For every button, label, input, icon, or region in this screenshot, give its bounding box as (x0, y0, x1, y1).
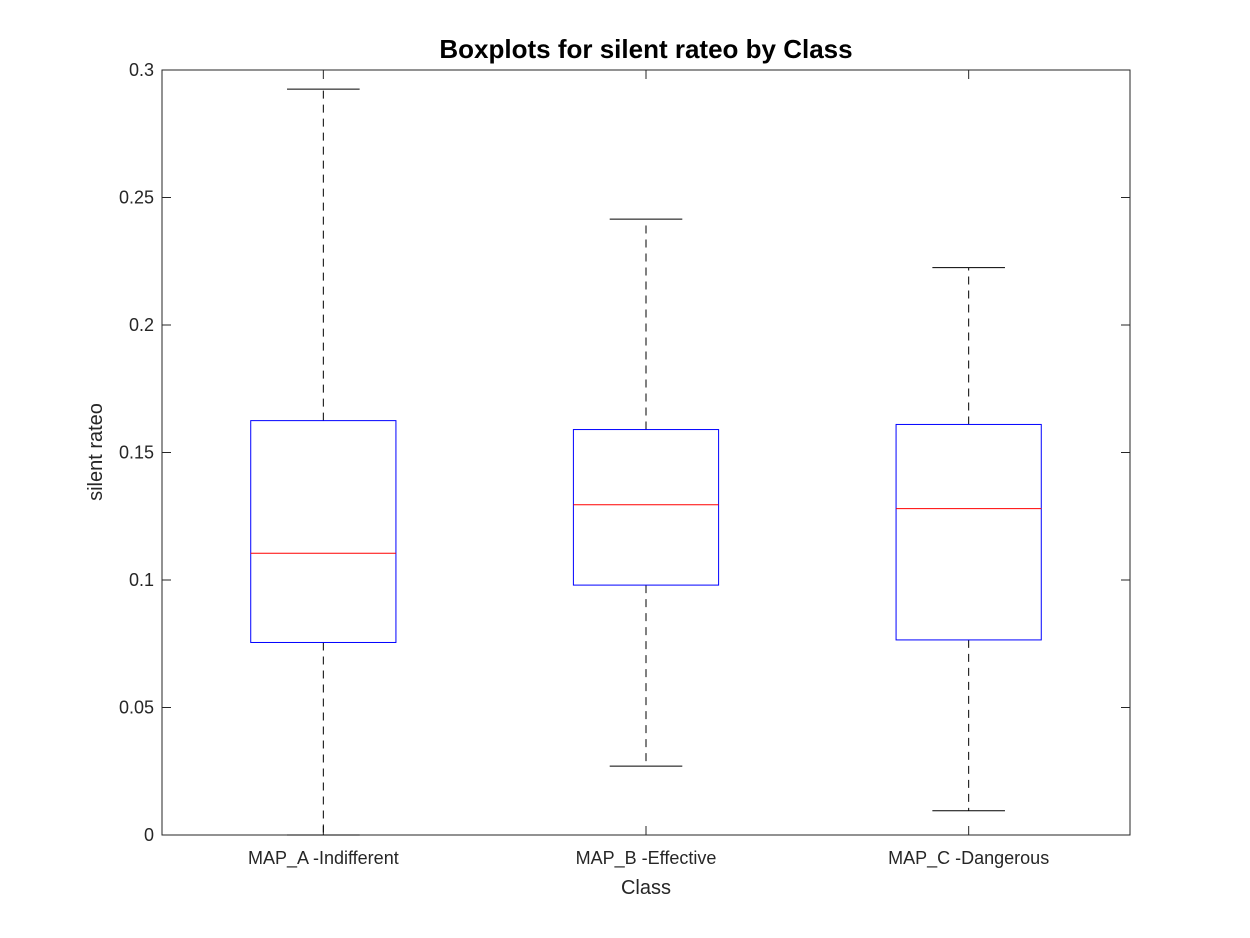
iqr-box (250, 420, 397, 643)
boxes-group (250, 88, 1042, 836)
iqr-box (895, 423, 1042, 641)
y-axis: 0 0.05 0.1 0.15 0.2 0.25 0.3 (119, 60, 1130, 845)
y-axis-label: silent rateo (85, 403, 107, 501)
y-tick-label: 0.25 (119, 188, 154, 208)
plot-area (161, 69, 1131, 836)
x-tick-label: MAP_A -Indifferent (248, 848, 399, 869)
y-tick-label: 0.05 (119, 698, 154, 718)
x-tick-label: MAP_B -Effective (576, 848, 717, 869)
y-tick-label: 0.15 (119, 443, 154, 463)
x-axis: MAP_A -Indifferent MAP_B -Effective MAP_C … (248, 70, 1049, 869)
x-tick-label: MAP_C -Dangerous (888, 848, 1049, 869)
x-axis-label: Class (621, 877, 671, 899)
y-tick-label: 0 (144, 825, 154, 845)
y-tick-label: 0.3 (129, 60, 154, 80)
iqr-box (572, 429, 720, 586)
box-group (250, 88, 397, 836)
y-tick-label: 0.1 (129, 570, 154, 590)
chart-title: Boxplots for silent rateo by Class (439, 34, 852, 64)
box-group (895, 267, 1042, 812)
box-group (572, 218, 720, 767)
y-tick-label: 0.2 (129, 315, 154, 335)
